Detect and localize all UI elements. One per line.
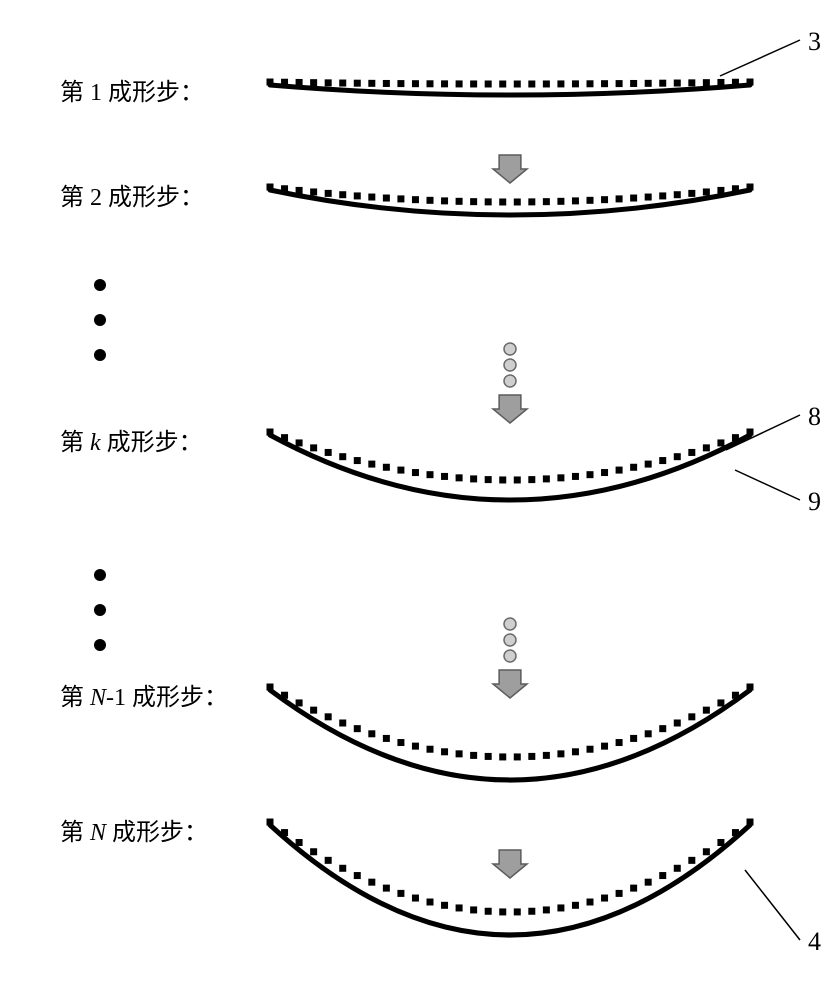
down-arrow-icon: [493, 670, 527, 698]
arrow-ellipsis-dot: [504, 343, 516, 355]
callout-9: 9: [808, 487, 821, 517]
step-2-label: 第 2 成形步：: [60, 177, 204, 212]
ellipsis-dot: [94, 639, 106, 651]
arrow-ellipsis-dot: [504, 375, 516, 387]
step-n-minus-1-label: 第 N-1 成形步：: [60, 677, 228, 712]
dashed-curve: [267, 429, 754, 484]
arrow-ellipsis-dot: [504, 650, 516, 662]
callout-line: [726, 415, 800, 450]
callout-4: 4: [808, 927, 821, 957]
callout-8: 8: [808, 402, 821, 432]
arrow-ellipsis-dot: [504, 618, 516, 630]
step-1-label: 第 1 成形步：: [60, 72, 204, 107]
ellipsis-dot: [94, 279, 106, 291]
step-k-label: 第 k 成形步：: [60, 422, 203, 457]
down-arrow-icon: [493, 155, 527, 183]
callout-line: [735, 470, 800, 500]
down-arrow-icon: [493, 850, 527, 878]
arrow-ellipsis-dot: [504, 634, 516, 646]
callout-line: [720, 40, 800, 76]
arrow-ellipsis-dot: [504, 359, 516, 371]
dashed-curve: [267, 79, 754, 88]
ellipsis-dot: [94, 349, 106, 361]
solid-curve: [270, 825, 750, 935]
callout-3: 3: [808, 27, 821, 57]
ellipsis-dot: [94, 569, 106, 581]
ellipsis-dot: [94, 314, 106, 326]
solid-curve: [270, 435, 750, 500]
ellipsis-dot: [94, 604, 106, 616]
callout-line: [745, 870, 800, 940]
step-n-label: 第 N 成形步：: [60, 812, 208, 847]
solid-curve: [270, 690, 750, 780]
down-arrow-icon: [493, 395, 527, 423]
